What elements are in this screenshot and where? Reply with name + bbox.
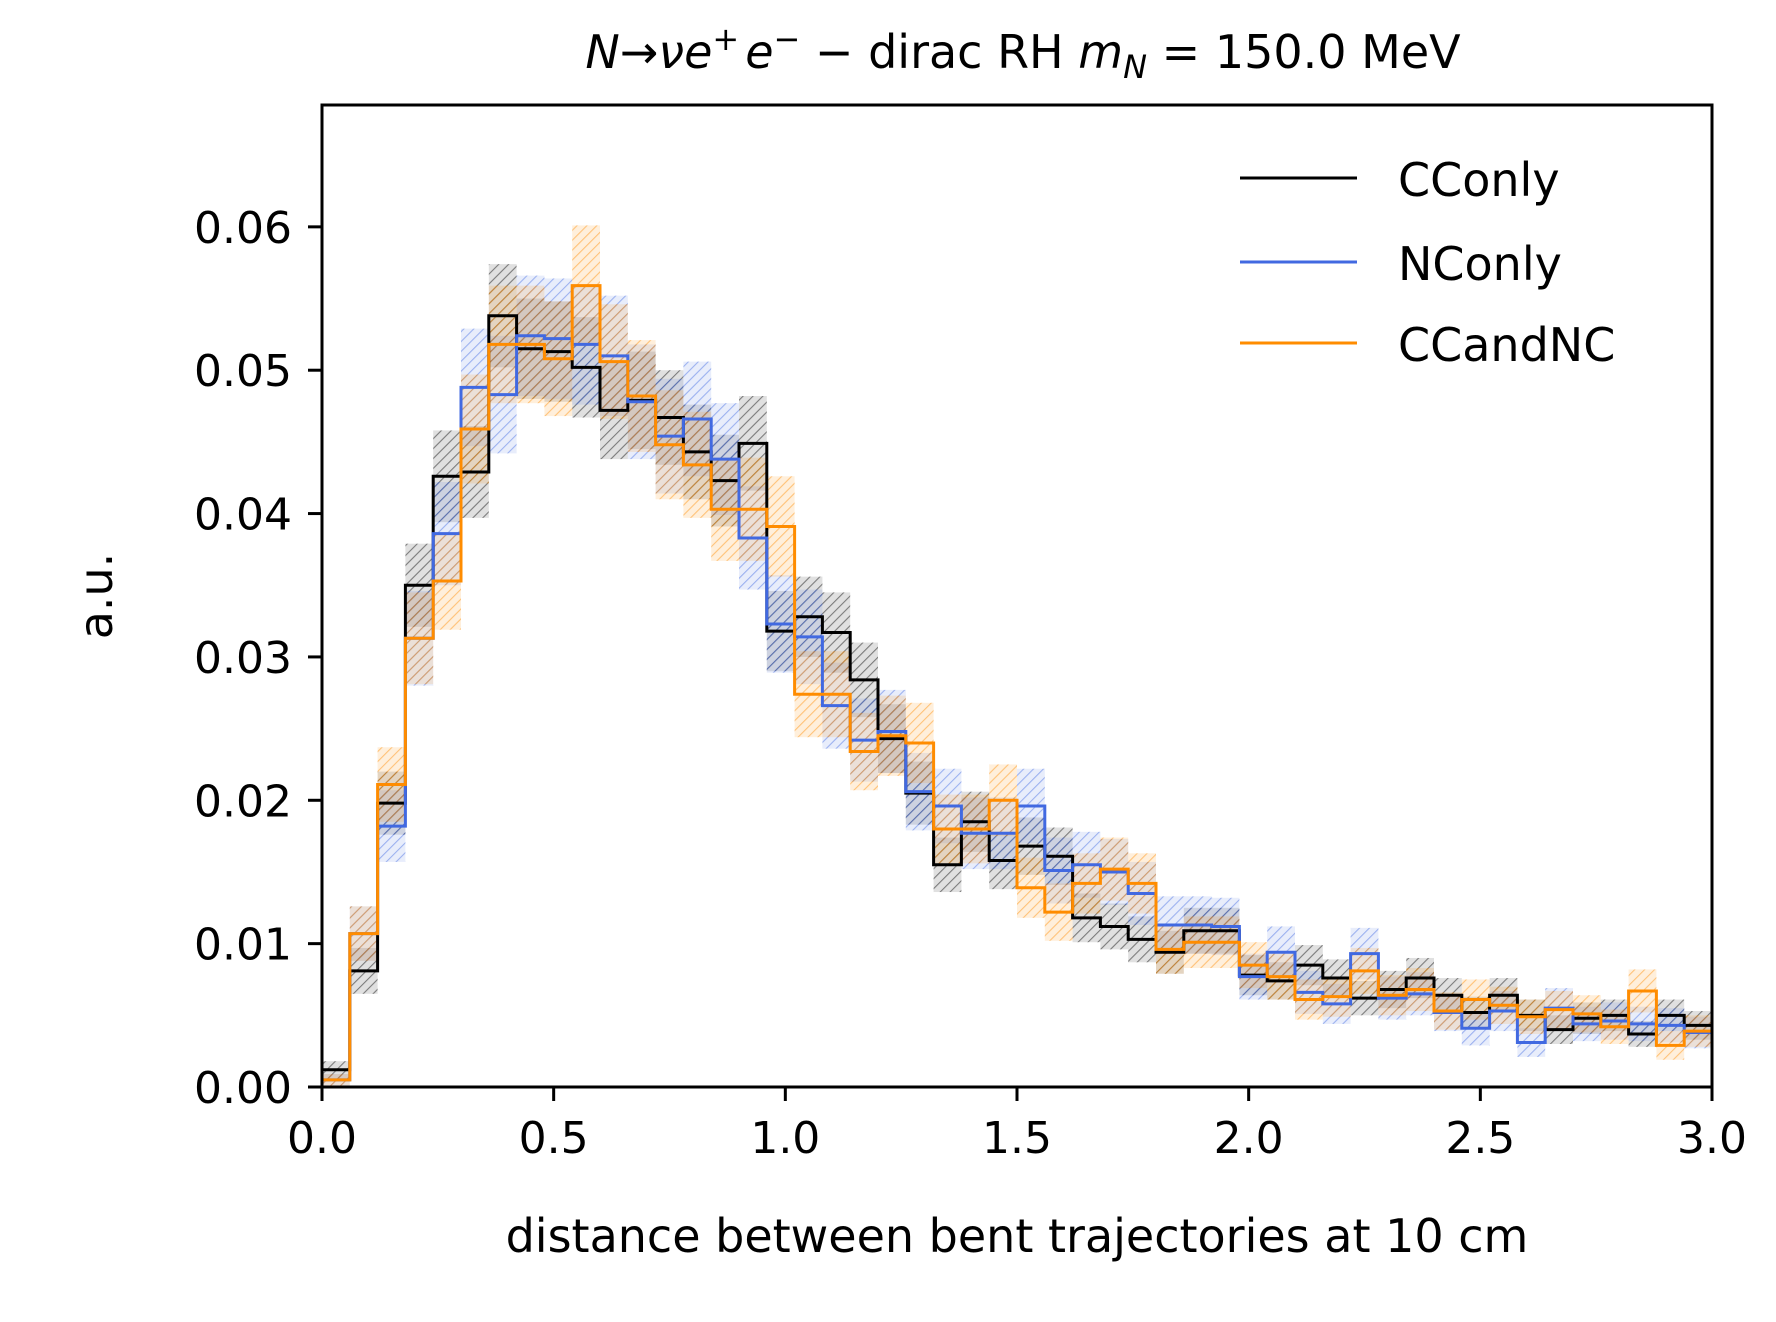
y-axis-title: a.u.: [69, 553, 123, 640]
x-axis-title: distance between bent trajectories at 10…: [506, 1209, 1529, 1263]
y-axis-ticks: 0.00 0.01 0.02 0.03 0.04 0.05 0.06: [194, 203, 322, 1114]
legend-label-cconly: CConly: [1398, 153, 1560, 207]
title-symbol-m: m: [1078, 25, 1123, 79]
title-symbol-n: N: [585, 25, 619, 79]
title-symbol-nu: ν: [658, 25, 684, 79]
y-tick-label: 0.03: [194, 633, 292, 684]
title-sub-n: N: [1123, 48, 1147, 86]
title-sup-minus: −: [774, 20, 801, 58]
series-line-cconly: [320, 314, 1712, 1087]
legend-label-nconly: NConly: [1398, 237, 1562, 291]
x-tick-label: 2.5: [1445, 1113, 1515, 1164]
x-tick-label: 1.0: [750, 1113, 820, 1164]
series-line-nconly: [320, 334, 1714, 1087]
x-tick-label: 3.0: [1677, 1113, 1747, 1164]
x-tick-label: 2.0: [1214, 1113, 1284, 1164]
legend-label-ccandnc: CCandNC: [1398, 318, 1615, 372]
title-symbol-e-minus: e: [745, 25, 773, 79]
x-tick-label: 0.5: [519, 1113, 589, 1164]
y-tick-label: 0.05: [194, 346, 292, 397]
x-axis-ticks: 0.0 0.5 1.0 1.5 2.0 2.5 3.0: [287, 1087, 1747, 1164]
y-tick-label: 0.00: [194, 1063, 292, 1114]
chart-title: N→νe+ e− − dirac RH mN = 150.0 MeV: [585, 20, 1461, 86]
legend: CConly NConly CCandNC: [1240, 153, 1615, 372]
x-tick-label: 1.5: [982, 1113, 1052, 1164]
series-line-ccandnc: [320, 284, 1714, 1087]
y-tick-label: 0.04: [194, 490, 292, 541]
title-middle-text: − dirac RH: [800, 25, 1078, 79]
y-tick-label: 0.02: [194, 776, 292, 827]
x-tick-label: 0.0: [287, 1113, 357, 1164]
title-arrow: →: [620, 25, 659, 79]
title-symbol-e-plus: e: [684, 25, 712, 79]
title-sup-plus: +: [712, 20, 739, 58]
series-lines: [320, 284, 1714, 1087]
y-tick-label: 0.06: [194, 203, 292, 254]
title-mass-value: = 150.0 MeV: [1147, 25, 1461, 79]
y-tick-label: 0.01: [194, 920, 292, 971]
